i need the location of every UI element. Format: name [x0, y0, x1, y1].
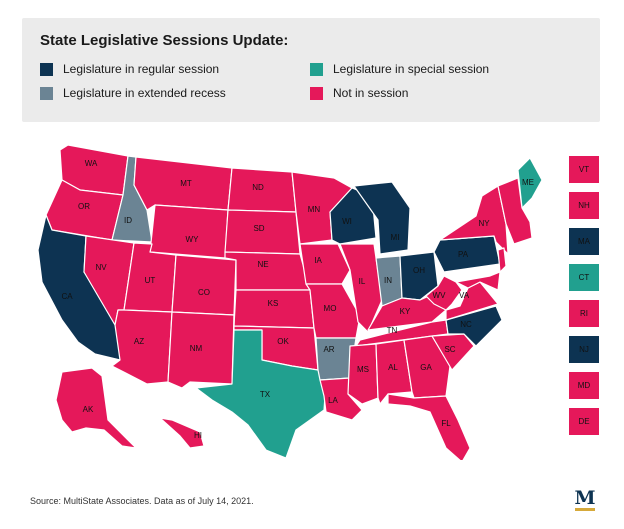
- state-md-de: [455, 271, 501, 291]
- state-label-oh: OH: [413, 266, 425, 275]
- state-wy: [149, 204, 229, 259]
- legend-swatch-regular: [40, 62, 53, 76]
- state-label-ar: AR: [323, 345, 334, 354]
- state-label-hi: HI: [194, 431, 202, 440]
- state-wi: [329, 187, 377, 245]
- svg-text:M: M: [574, 487, 595, 509]
- state-label-mn: MN: [308, 205, 321, 214]
- northeast-legend-boxes: VT NH MA CT RI NJ MD DE: [569, 156, 599, 444]
- state-labels: WA OR CA ID NV MT WY UT AZ CO NM ND SD NE KS OK TX MN IA MO…: [61, 159, 534, 440]
- legend-panel: State Legislative Sessions Update: Legis…: [22, 18, 600, 122]
- state-box-ma: MA: [569, 228, 599, 255]
- legend-swatch-special: [310, 62, 323, 76]
- legend-swatch-recess: [40, 86, 53, 100]
- state-box-de: DE: [569, 408, 599, 435]
- legend-label-recess: Legislature in extended recess: [63, 86, 226, 100]
- state-ms: [347, 343, 379, 405]
- legend-label-not: Not in session: [333, 86, 409, 100]
- state-label-la: LA: [328, 396, 338, 405]
- state-label-ak: AK: [83, 405, 94, 414]
- state-pa: [433, 235, 501, 273]
- state-az: [111, 309, 173, 385]
- state-label-mo: MO: [324, 304, 337, 313]
- state-ks: [233, 289, 315, 329]
- state-mi: [353, 181, 411, 255]
- map-title: State Legislative Sessions Update:: [40, 32, 289, 49]
- state-tx: [195, 329, 327, 459]
- state-label-tn: TN: [387, 326, 398, 335]
- state-label-tx: TX: [260, 390, 271, 399]
- state-label-ca: CA: [61, 292, 73, 301]
- legend-item-recess: Legislature in extended recess: [40, 86, 226, 100]
- legend-label-special: Legislature in special session: [333, 62, 490, 76]
- state-box-nh: NH: [569, 192, 599, 219]
- state-label-in: IN: [384, 276, 392, 285]
- state-label-ny: NY: [478, 219, 490, 228]
- state-label-id: ID: [124, 216, 132, 225]
- state-label-nv: NV: [95, 263, 107, 272]
- state-label-mt: MT: [180, 179, 192, 188]
- state-label-il: IL: [359, 277, 366, 286]
- state-sc: [431, 333, 475, 371]
- state-label-ne: NE: [257, 260, 268, 269]
- state-label-nm: NM: [190, 344, 203, 353]
- state-label-co: CO: [198, 288, 210, 297]
- state-label-sd: SD: [253, 224, 264, 233]
- multistate-logo-icon: M: [574, 487, 596, 511]
- state-box-vt: VT: [569, 156, 599, 183]
- source-note: Source: MultiState Associates. Data as o…: [30, 496, 254, 506]
- state-box-ct: CT: [569, 264, 599, 291]
- state-label-ok: OK: [277, 337, 289, 346]
- legend-label-regular: Legislature in regular session: [63, 62, 220, 76]
- state-label-me: ME: [522, 178, 534, 187]
- state-nj: [497, 247, 507, 273]
- state-box-md: MD: [569, 372, 599, 399]
- state-co: [171, 254, 237, 316]
- state-label-al: AL: [388, 363, 398, 372]
- state-fl: [387, 393, 471, 463]
- state-label-ky: KY: [400, 307, 411, 316]
- state-label-fl: FL: [441, 419, 451, 428]
- state-label-wa: WA: [85, 159, 98, 168]
- state-ca: [37, 214, 127, 361]
- state-label-wv: WV: [433, 291, 447, 300]
- legend-item-special: Legislature in special session: [310, 62, 489, 76]
- state-label-wy: WY: [186, 235, 200, 244]
- state-new-england: [497, 177, 533, 245]
- state-label-nd: ND: [252, 183, 264, 192]
- state-ia: [299, 243, 351, 285]
- state-label-mi: MI: [391, 233, 400, 242]
- state-ne: [224, 251, 311, 291]
- us-map: WA OR CA ID NV MT WY UT AZ CO NM ND SD NE KS OK TX MN IA MO…: [0, 130, 624, 463]
- state-label-sc: SC: [444, 345, 455, 354]
- state-label-az: AZ: [134, 337, 144, 346]
- state-hi: [159, 417, 205, 449]
- state-label-va: VA: [459, 291, 470, 300]
- state-label-pa: PA: [458, 250, 469, 259]
- state-label-nc: NC: [460, 320, 472, 329]
- state-label-ms: MS: [357, 365, 369, 374]
- state-label-ut: UT: [145, 276, 156, 285]
- state-label-or: OR: [78, 202, 90, 211]
- state-wv: [425, 275, 463, 311]
- state-label-ks: KS: [268, 299, 279, 308]
- legend-item-not: Not in session: [310, 86, 408, 100]
- state-ak: [55, 367, 137, 449]
- state-label-ia: IA: [314, 256, 322, 265]
- state-label-ga: GA: [420, 363, 432, 372]
- state-il: [339, 243, 383, 333]
- legend-swatch-not: [310, 86, 323, 100]
- us-map-svg: WA OR CA ID NV MT WY UT AZ CO NM ND SD NE KS OK TX MN IA MO…: [37, 144, 543, 463]
- state-box-ri: RI: [569, 300, 599, 327]
- legend-item-regular: Legislature in regular session: [40, 62, 219, 76]
- state-label-wi: WI: [342, 217, 352, 226]
- state-box-nj: NJ: [569, 336, 599, 363]
